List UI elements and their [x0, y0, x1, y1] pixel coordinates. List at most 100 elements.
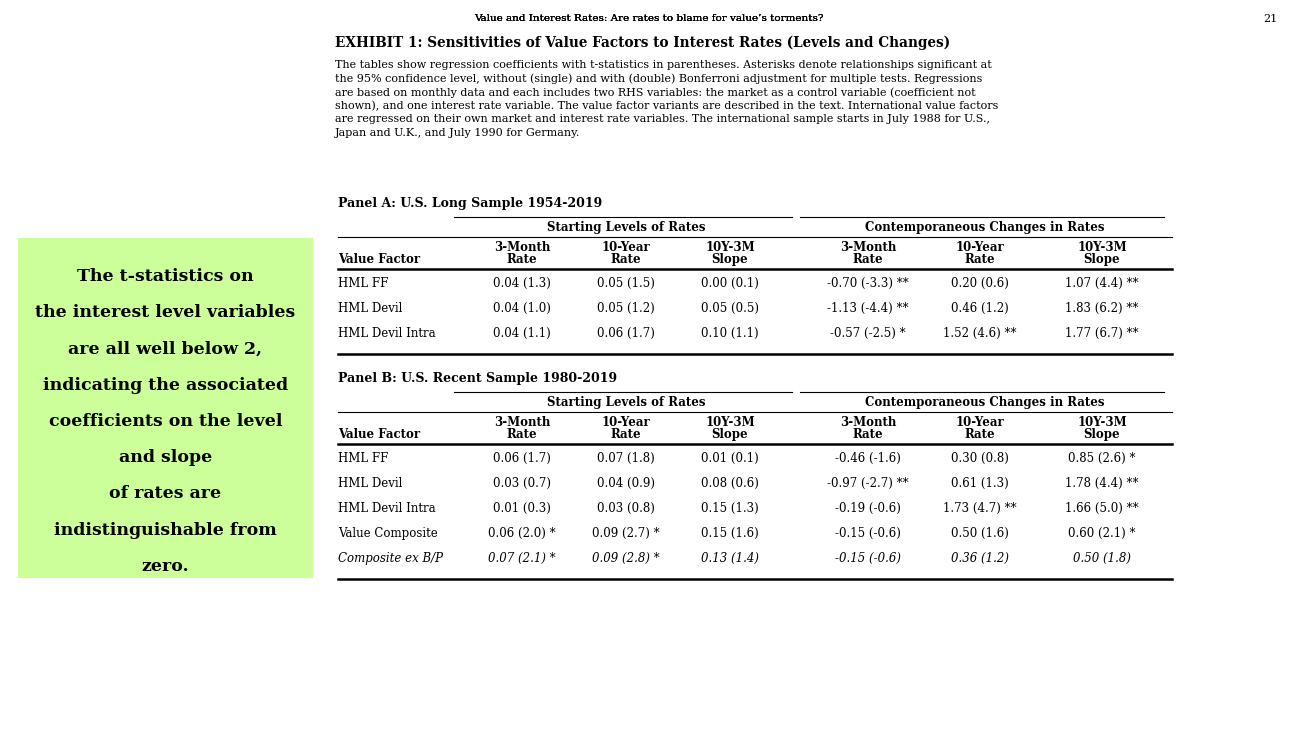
- Text: Value Factor: Value Factor: [339, 253, 420, 266]
- Text: Slope: Slope: [712, 428, 748, 441]
- Text: the interest level variables: the interest level variables: [35, 304, 296, 321]
- Text: and slope: and slope: [119, 450, 213, 466]
- Text: Rate: Rate: [611, 428, 641, 441]
- Text: 0.03 (0.7): 0.03 (0.7): [493, 477, 551, 490]
- Text: 0.06 (1.7): 0.06 (1.7): [597, 327, 655, 340]
- Text: 10-Year: 10-Year: [956, 416, 1004, 429]
- Text: HML FF: HML FF: [339, 277, 388, 290]
- Text: 0.15 (1.6): 0.15 (1.6): [702, 527, 759, 540]
- Text: 0.85 (2.6) *: 0.85 (2.6) *: [1069, 452, 1136, 465]
- Text: 10Y-3M: 10Y-3M: [1078, 416, 1127, 429]
- Text: Value and Interest Rates: Are rates to blame for value’s torments?: Value and Interest Rates: Are rates to b…: [473, 14, 824, 23]
- Text: 0.04 (0.9): 0.04 (0.9): [597, 477, 655, 490]
- Text: Composite ex B/P: Composite ex B/P: [339, 552, 444, 565]
- Text: Contemporaneous Changes in Rates: Contemporaneous Changes in Rates: [865, 221, 1105, 234]
- Text: Rate: Rate: [965, 428, 995, 441]
- Text: Panel B: U.S. Recent Sample 1980-2019: Panel B: U.S. Recent Sample 1980-2019: [339, 372, 617, 385]
- Text: 10-Year: 10-Year: [956, 241, 1004, 254]
- Text: Rate: Rate: [852, 428, 883, 441]
- Text: HML FF: HML FF: [339, 452, 388, 465]
- Text: of rates are: of rates are: [109, 485, 222, 502]
- Text: Value and Interest Rates: Are rates to blame for value’s torments?: Value and Interest Rates: Are rates to b…: [473, 14, 824, 23]
- Text: 3-Month: 3-Month: [840, 241, 896, 254]
- Text: are all well below 2,: are all well below 2,: [69, 341, 262, 357]
- Text: are based on monthly data and each includes two RHS variables: the market as a c: are based on monthly data and each inclu…: [335, 87, 975, 97]
- Text: HML Devil Intra: HML Devil Intra: [339, 327, 436, 340]
- Text: HML Devil Intra: HML Devil Intra: [339, 502, 436, 515]
- Text: The tables show regression coefficients with t-statistics in parentheses. Asteri: The tables show regression coefficients …: [335, 60, 992, 70]
- Text: Rate: Rate: [852, 253, 883, 266]
- Text: 10Y-3M: 10Y-3M: [706, 416, 755, 429]
- Text: 0.50 (1.8): 0.50 (1.8): [1073, 552, 1131, 565]
- Text: Contemporaneous Changes in Rates: Contemporaneous Changes in Rates: [865, 396, 1105, 409]
- Text: 0.01 (0.1): 0.01 (0.1): [702, 452, 759, 465]
- Text: 0.00 (0.1): 0.00 (0.1): [702, 277, 759, 290]
- Text: 1.07 (4.4) **: 1.07 (4.4) **: [1065, 277, 1139, 290]
- Text: 0.06 (2.0) *: 0.06 (2.0) *: [488, 527, 556, 540]
- Text: 1.52 (4.6) **: 1.52 (4.6) **: [943, 327, 1017, 340]
- Text: Rate: Rate: [611, 253, 641, 266]
- Text: 0.10 (1.1): 0.10 (1.1): [702, 327, 759, 340]
- Text: 0.50 (1.6): 0.50 (1.6): [951, 527, 1009, 540]
- Text: 0.05 (0.5): 0.05 (0.5): [700, 302, 759, 315]
- Text: The t-statistics on: The t-statistics on: [78, 268, 254, 285]
- Text: -0.15 (-0.6): -0.15 (-0.6): [835, 552, 901, 565]
- Text: -0.15 (-0.6): -0.15 (-0.6): [835, 527, 901, 540]
- Text: 1.78 (4.4) **: 1.78 (4.4) **: [1065, 477, 1139, 490]
- Text: 10Y-3M: 10Y-3M: [706, 241, 755, 254]
- Text: 3-Month: 3-Month: [494, 416, 550, 429]
- Text: HML Devil: HML Devil: [339, 477, 402, 490]
- Text: 0.20 (0.6): 0.20 (0.6): [951, 277, 1009, 290]
- Text: 0.09 (2.8) *: 0.09 (2.8) *: [593, 552, 660, 565]
- Text: 0.04 (1.0): 0.04 (1.0): [493, 302, 551, 315]
- Text: -1.13 (-4.4) **: -1.13 (-4.4) **: [827, 302, 909, 315]
- Text: EXHIBIT 1: Sensitivities of Value Factors to Interest Rates (Levels and Changes): EXHIBIT 1: Sensitivities of Value Factor…: [335, 36, 951, 50]
- Text: 0.06 (1.7): 0.06 (1.7): [493, 452, 551, 465]
- Text: Japan and U.K., and July 1990 for Germany.: Japan and U.K., and July 1990 for German…: [335, 127, 580, 137]
- Text: Value and Interest Rates: Are rates to blame for value’s torments?: Value and Interest Rates: Are rates to b…: [457, 14, 840, 23]
- Text: 21: 21: [1263, 14, 1278, 24]
- Text: Slope: Slope: [1084, 253, 1121, 266]
- Text: Starting Levels of Rates: Starting Levels of Rates: [547, 221, 706, 234]
- Text: 0.07 (2.1) *: 0.07 (2.1) *: [488, 552, 556, 565]
- Text: 0.04 (1.1): 0.04 (1.1): [493, 327, 551, 340]
- Text: HML Devil: HML Devil: [339, 302, 402, 315]
- Text: Value Factor: Value Factor: [339, 428, 420, 441]
- Text: -0.46 (-1.6): -0.46 (-1.6): [835, 452, 901, 465]
- Text: Slope: Slope: [712, 253, 748, 266]
- Text: Slope: Slope: [1084, 428, 1121, 441]
- Text: 0.08 (0.6): 0.08 (0.6): [702, 477, 759, 490]
- Text: 0.01 (0.3): 0.01 (0.3): [493, 502, 551, 515]
- Text: -0.57 (-2.5) *: -0.57 (-2.5) *: [830, 327, 905, 340]
- Text: Panel A: U.S. Long Sample 1954-2019: Panel A: U.S. Long Sample 1954-2019: [339, 197, 602, 210]
- Text: 0.15 (1.3): 0.15 (1.3): [702, 502, 759, 515]
- Text: 3-Month: 3-Month: [494, 241, 550, 254]
- Text: 0.61 (1.3): 0.61 (1.3): [951, 477, 1009, 490]
- Text: Rate: Rate: [965, 253, 995, 266]
- Text: zero.: zero.: [141, 558, 189, 575]
- Text: 1.83 (6.2) **: 1.83 (6.2) **: [1065, 302, 1139, 315]
- Text: 0.05 (1.5): 0.05 (1.5): [597, 277, 655, 290]
- Text: are regressed on their own market and interest rate variables. The international: are regressed on their own market and in…: [335, 114, 990, 124]
- Text: 0.36 (1.2): 0.36 (1.2): [951, 552, 1009, 565]
- Text: 0.46 (1.2): 0.46 (1.2): [951, 302, 1009, 315]
- Text: 10-Year: 10-Year: [602, 241, 650, 254]
- Text: Starting Levels of Rates: Starting Levels of Rates: [547, 396, 706, 409]
- Text: 3-Month: 3-Month: [840, 416, 896, 429]
- Text: 0.60 (2.1) *: 0.60 (2.1) *: [1069, 527, 1136, 540]
- Text: 10Y-3M: 10Y-3M: [1078, 241, 1127, 254]
- Text: -0.97 (-2.7) **: -0.97 (-2.7) **: [827, 477, 909, 490]
- Text: 0.30 (0.8): 0.30 (0.8): [951, 452, 1009, 465]
- Text: coefficients on the level: coefficients on the level: [49, 413, 283, 430]
- Text: Rate: Rate: [507, 253, 537, 266]
- Text: 1.73 (4.7) **: 1.73 (4.7) **: [943, 502, 1017, 515]
- Text: 0.09 (2.7) *: 0.09 (2.7) *: [593, 527, 660, 540]
- Text: 1.77 (6.7) **: 1.77 (6.7) **: [1065, 327, 1139, 340]
- Text: -0.19 (-0.6): -0.19 (-0.6): [835, 502, 901, 515]
- Text: 0.13 (1.4): 0.13 (1.4): [700, 552, 759, 565]
- Text: 0.07 (1.8): 0.07 (1.8): [597, 452, 655, 465]
- Text: Value and Interest Rates: Are rates to blame for value’s torments?: Value and Interest Rates: Are rates to b…: [473, 14, 824, 23]
- Text: 0.05 (1.2): 0.05 (1.2): [597, 302, 655, 315]
- Text: 0.04 (1.3): 0.04 (1.3): [493, 277, 551, 290]
- Text: 10-Year: 10-Year: [602, 416, 650, 429]
